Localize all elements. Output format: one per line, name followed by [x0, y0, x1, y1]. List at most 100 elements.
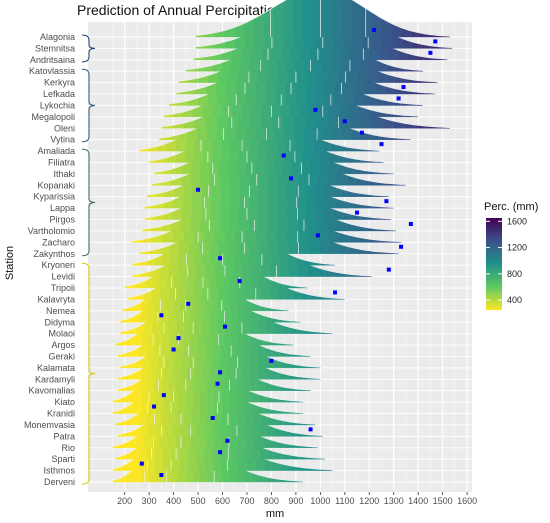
station-label: Kardamyli [35, 374, 75, 384]
legend-title: Perc. (mm) [484, 201, 538, 213]
group-bracket [81, 68, 96, 143]
chart-title: Prediction of Annual Percipitation [77, 2, 282, 18]
observed-point-andritsaina [428, 50, 433, 55]
legend-ticks: 400 800 1200 1600 [486, 216, 527, 305]
station-label: Argos [51, 340, 75, 350]
station-label: Kryoneri [41, 260, 75, 270]
x-tick-label: 900 [288, 496, 303, 506]
ridge-segment [322, 0, 333, 38]
observed-point-lefkada [401, 85, 406, 90]
observed-point-kavomalias [215, 381, 220, 386]
observed-point-rio [225, 438, 230, 443]
observed-point-vartholomio [408, 221, 413, 226]
group-brackets [81, 34, 96, 485]
observed-point-levidi [386, 267, 391, 272]
station-label: Monemvasia [24, 420, 75, 430]
ridges [112, 0, 453, 483]
observed-point-molaoi [222, 324, 227, 329]
observed-point-pirgos [355, 210, 360, 215]
legend: Perc. (mm) 400 800 1200 1600 [484, 201, 538, 310]
station-label: Katovlassia [29, 66, 75, 76]
observed-point-nemea [186, 301, 191, 306]
observed-point-kopanaki [289, 176, 294, 181]
ridge-segment [312, 0, 324, 38]
ridge-segment [293, 0, 304, 38]
x-tick-label: 1000 [310, 496, 330, 506]
station-label: Filiatra [48, 158, 75, 168]
group-bracket [81, 148, 96, 257]
observed-point-zacharo [315, 233, 320, 238]
observed-point-alagonia [372, 28, 377, 32]
station-label: Nemea [46, 306, 75, 316]
observed-point-isthmos [139, 461, 144, 466]
observed-point-kardamyli [218, 370, 223, 375]
observed-point-kalamata [269, 358, 274, 363]
ridge-outline [195, 0, 451, 37]
observed-point-patra [308, 427, 313, 432]
station-label: Vytina [50, 135, 75, 145]
station-label: Kopanaki [37, 180, 75, 190]
observed-point-derveni [159, 473, 164, 477]
group-bracket [81, 262, 96, 485]
x-tick-label: 1600 [457, 496, 477, 506]
y-axis-label: Station [4, 246, 16, 280]
observed-point-argos [176, 336, 181, 341]
ridge-segment [303, 0, 314, 38]
observed-point-kryoneri [218, 256, 223, 261]
station-label: Lykochia [40, 100, 75, 110]
station-label: Kranidi [47, 409, 75, 419]
observed-point-kalavryta [333, 290, 338, 295]
x-tick-label: 1200 [359, 496, 379, 506]
observed-point-vytina [359, 130, 364, 135]
ridge-segment [332, 0, 343, 38]
observed-point-zakynthos [399, 244, 404, 249]
observed-point-filiatra [281, 153, 286, 158]
observed-point-lykochia [396, 96, 401, 101]
ridge-segment [342, 0, 353, 38]
x-tick-label: 1300 [384, 496, 404, 506]
station-label: Pirgos [49, 215, 75, 225]
station-label: Tripoli [51, 283, 75, 293]
station-label: Levidi [51, 272, 75, 282]
station-label: Kyparissia [33, 192, 75, 202]
group-bracket [81, 34, 96, 63]
station-label: Kalavryta [37, 294, 75, 304]
station-label: Megalopoli [31, 112, 75, 122]
x-tick-label: 800 [264, 496, 279, 506]
x-tick-label: 1100 [335, 496, 354, 506]
station-label: Alagonia [40, 32, 75, 42]
observed-point-kyparissia [196, 187, 201, 192]
x-axis-label: mm [266, 508, 284, 520]
station-label: Rio [61, 443, 75, 453]
station-label: Oleni [54, 123, 75, 133]
observed-points [139, 28, 438, 477]
station-label: Geraki [48, 351, 75, 361]
observed-point-megalopoli [313, 107, 318, 112]
observed-point-amaliada [379, 142, 384, 147]
station-label: Lappa [50, 203, 75, 213]
legend-colorbar [486, 218, 502, 310]
x-tick-label: 400 [166, 496, 181, 506]
observed-point-oleni [342, 119, 347, 124]
observed-point-lappa [384, 199, 389, 204]
station-label: Ithaki [53, 169, 75, 179]
observed-point-kranidi [152, 404, 157, 409]
observed-point-monemvasia [210, 415, 215, 420]
x-tick-label: 300 [142, 496, 157, 506]
station-label: Andritsaina [30, 55, 75, 65]
legend-tick-label: 800 [507, 269, 522, 279]
station-label: Didyma [44, 317, 75, 327]
observed-point-geraki [171, 347, 176, 352]
legend-tick-label: 400 [507, 295, 522, 305]
ridge-alagonia [195, 0, 451, 38]
station-label: Kerkyra [44, 78, 75, 88]
station-label: Derveni [44, 477, 75, 487]
observed-point-tripoli [237, 279, 242, 284]
observed-point-stemnitsa [433, 39, 438, 44]
x-tick-label: 600 [215, 496, 230, 506]
station-label: Molaoi [48, 329, 75, 339]
legend-tick-label: 1600 [507, 216, 527, 226]
observed-point-sparti [218, 450, 223, 455]
